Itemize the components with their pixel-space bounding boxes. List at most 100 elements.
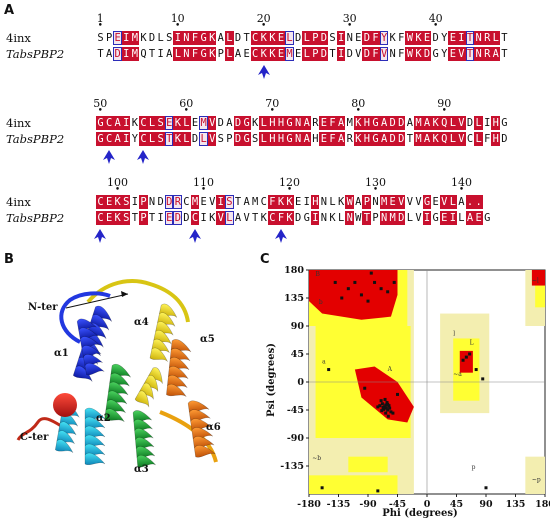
residue-point xyxy=(380,409,384,413)
residue: F xyxy=(371,47,380,61)
region-label: ~l xyxy=(532,277,539,284)
residue: L xyxy=(474,132,483,146)
residue: K xyxy=(140,32,147,44)
residue: H xyxy=(312,133,319,145)
cysteine-arrow-icon xyxy=(102,150,115,164)
residue: I xyxy=(131,196,138,208)
residue-point xyxy=(384,406,388,410)
residue: V xyxy=(415,212,422,224)
region-label: A xyxy=(387,366,393,373)
residue: T xyxy=(234,196,241,208)
residue: I xyxy=(157,48,164,60)
tick-dot: • xyxy=(458,185,465,195)
tick-dot: • xyxy=(355,106,361,116)
helix-alpha5-label: α5 xyxy=(200,334,215,345)
residue: N xyxy=(379,211,389,225)
residue: A xyxy=(234,212,241,224)
residue: D xyxy=(319,47,329,61)
residue: G xyxy=(371,116,380,130)
sequence-name: TabsPBP2 xyxy=(6,132,65,146)
residue: K xyxy=(431,132,440,146)
residue: F xyxy=(267,195,277,209)
residue-point xyxy=(386,414,390,418)
x-axis-label: Phi (degrees) xyxy=(382,508,458,519)
residue: M xyxy=(130,47,139,61)
residue-point xyxy=(388,406,392,410)
residue: P xyxy=(226,133,233,145)
helix-alpha4-label: α4 xyxy=(134,317,149,328)
region-label: ~p xyxy=(532,477,541,484)
residue: C xyxy=(250,47,260,61)
region-label: a xyxy=(322,358,326,365)
residue: D xyxy=(148,32,155,44)
residue: I xyxy=(310,211,320,225)
residue: G xyxy=(303,212,310,224)
helix-alpha6-label: α6 xyxy=(206,422,221,433)
residue: C xyxy=(183,196,190,208)
residue: L xyxy=(458,212,465,224)
residue: Q xyxy=(439,116,449,130)
ruler-tick: 80 • xyxy=(351,97,365,116)
residue: D xyxy=(388,132,397,146)
residue: I xyxy=(121,116,131,130)
ruler-tick: 100 • xyxy=(107,176,128,195)
sequence-name: TabsPBP2 xyxy=(6,211,65,225)
residue: E xyxy=(164,211,174,225)
helix-alpha3a xyxy=(104,364,131,423)
tick-number: 60 xyxy=(179,97,194,110)
residue: K xyxy=(413,31,423,45)
residue: K xyxy=(267,47,277,61)
residue: K xyxy=(113,211,122,225)
residue: M xyxy=(388,211,397,225)
residue: A xyxy=(302,132,311,146)
residue: K xyxy=(353,132,363,146)
residue: L xyxy=(337,212,344,224)
panel-a-label: A xyxy=(4,3,15,18)
residue-point xyxy=(380,402,384,406)
helix-alpha1-label: α1 xyxy=(54,348,69,359)
ruler-tick: 60 • xyxy=(179,97,194,116)
residue: A xyxy=(113,116,122,130)
residue: E xyxy=(164,116,174,130)
residue: Y xyxy=(379,31,389,45)
residue: K xyxy=(267,31,277,45)
residue: N xyxy=(345,211,354,225)
c-terminus-label: C-ter xyxy=(20,432,49,443)
residue: D xyxy=(234,32,241,44)
residue: G xyxy=(242,116,251,130)
tick-number: 90 xyxy=(437,97,452,110)
residue: A xyxy=(226,117,233,129)
x-tick-label: -90 xyxy=(359,499,377,510)
residue: A xyxy=(458,196,465,208)
residue: A xyxy=(105,48,112,60)
residue: E xyxy=(319,116,329,130)
residue: A xyxy=(379,116,389,130)
residue: L xyxy=(224,47,234,61)
residue: V xyxy=(355,48,362,60)
residue: D xyxy=(501,133,508,145)
tick-number: 140 xyxy=(451,176,472,189)
residue: C xyxy=(96,211,105,225)
residue: S xyxy=(121,211,131,225)
residue: S xyxy=(97,32,104,44)
residue: H xyxy=(362,116,371,130)
ruler-tick: 130 • xyxy=(365,176,386,195)
residue: M xyxy=(413,132,423,146)
residue: D xyxy=(432,32,439,44)
residue: N xyxy=(372,196,379,208)
residue: H xyxy=(276,132,286,146)
x-tick-label: -180 xyxy=(297,499,321,510)
tick-number: 50 xyxy=(93,97,108,110)
residue: F xyxy=(328,132,337,146)
residue: H xyxy=(491,116,500,130)
tick-dot: • xyxy=(183,106,189,116)
residue: K xyxy=(337,196,344,208)
residue: V xyxy=(243,212,250,224)
residue: T xyxy=(148,48,155,60)
residue: N xyxy=(148,196,155,208)
residue: S xyxy=(224,195,234,209)
residue: A xyxy=(302,116,311,130)
residue: D xyxy=(388,116,397,130)
residue: E xyxy=(319,132,329,146)
